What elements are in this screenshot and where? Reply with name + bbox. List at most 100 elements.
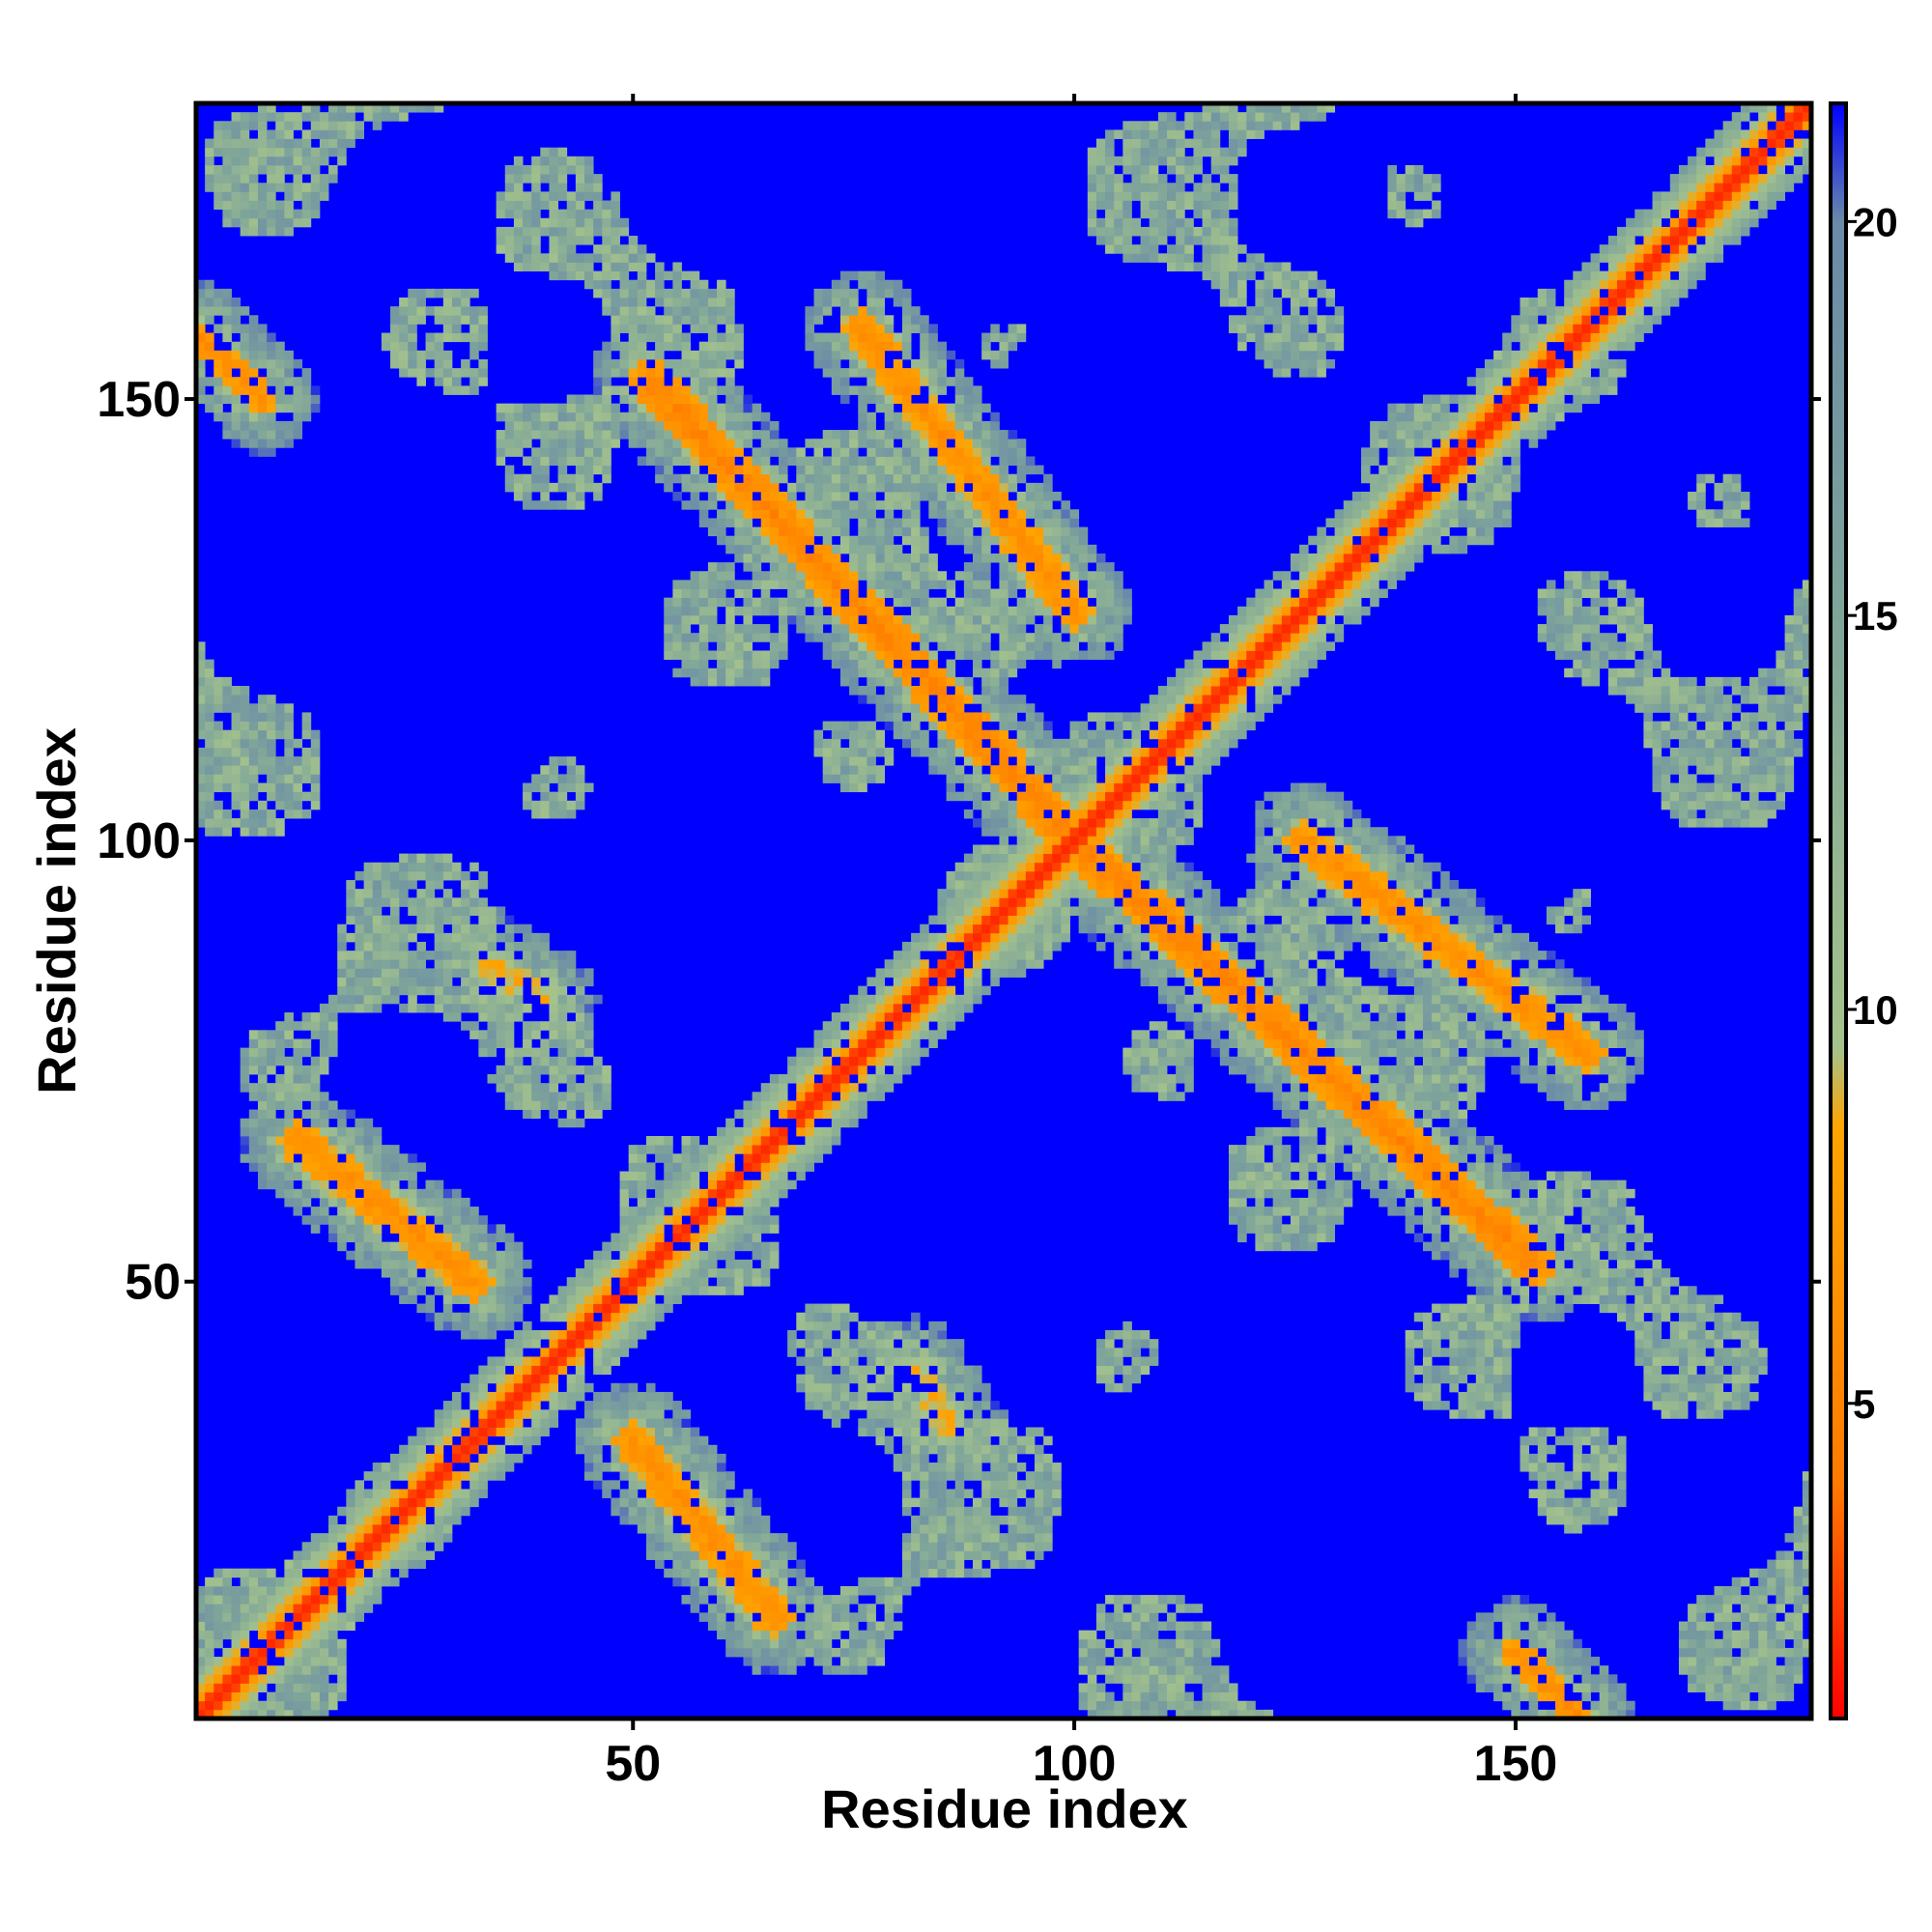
heatmap-cell xyxy=(531,1056,541,1066)
heatmap-cell xyxy=(901,535,912,546)
heatmap-cell xyxy=(222,676,232,687)
heatmap-cell xyxy=(805,439,814,448)
heatmap-cell xyxy=(248,368,259,378)
heatmap-cell xyxy=(867,315,876,325)
heatmap-cell xyxy=(619,1215,630,1225)
heatmap-cell xyxy=(813,1092,824,1101)
heatmap-cell xyxy=(672,385,682,395)
heatmap-cell xyxy=(743,439,753,448)
heatmap-cell xyxy=(442,358,453,369)
heatmap-cell xyxy=(805,1612,814,1622)
heatmap-cell xyxy=(275,800,285,810)
heatmap-cell xyxy=(231,1665,242,1675)
heatmap-cell xyxy=(355,1241,364,1252)
heatmap-cell xyxy=(664,1294,673,1304)
heatmap-cell xyxy=(858,1348,867,1357)
heatmap-cell xyxy=(355,1595,364,1605)
heatmap-cell xyxy=(690,1162,700,1172)
heatmap-cell xyxy=(875,1638,886,1649)
heatmap-cell xyxy=(257,412,268,422)
heatmap-cell xyxy=(513,985,524,996)
heatmap-cell xyxy=(901,1542,912,1551)
heatmap-cell xyxy=(196,668,206,678)
heatmap-cell xyxy=(337,1657,347,1666)
heatmap-cell xyxy=(664,633,673,642)
heatmap-cell xyxy=(734,1542,744,1551)
heatmap-cell xyxy=(760,676,771,687)
heatmap-cell xyxy=(637,1268,647,1278)
heatmap-cell xyxy=(523,1109,532,1120)
heatmap-cell xyxy=(645,1523,656,1534)
heatmap-cell xyxy=(487,1286,497,1295)
heatmap-cell xyxy=(672,633,682,642)
heatmap-cell xyxy=(743,1523,753,1534)
heatmap-cell xyxy=(337,1550,347,1560)
heatmap-cell xyxy=(611,298,620,307)
heatmap-cell xyxy=(257,809,268,819)
heatmap-cell xyxy=(205,738,214,749)
heatmap-cell xyxy=(390,112,400,122)
heatmap-cell xyxy=(434,1471,444,1481)
heatmap-cell xyxy=(760,1083,771,1093)
heatmap-cell xyxy=(839,1056,850,1066)
heatmap-cell xyxy=(487,1329,497,1340)
heatmap-cell xyxy=(822,500,833,510)
heatmap-cell xyxy=(284,1153,294,1163)
heatmap-cell xyxy=(363,1585,374,1596)
heatmap-cell xyxy=(593,358,603,369)
heatmap-cell xyxy=(337,994,347,1005)
heatmap-cell xyxy=(839,747,850,757)
heatmap-cell xyxy=(690,288,700,298)
heatmap-cell xyxy=(752,553,762,563)
heatmap-cell xyxy=(222,1604,232,1613)
heatmap-cell xyxy=(540,774,550,783)
heatmap-cell xyxy=(372,1003,383,1013)
heatmap-cell xyxy=(399,1489,409,1498)
heatmap-cell xyxy=(416,1435,426,1446)
heatmap-cell xyxy=(796,597,806,608)
heatmap-cell xyxy=(849,439,859,448)
heatmap-cell xyxy=(293,1700,303,1711)
heatmap-cell xyxy=(787,1612,797,1622)
heatmap-cell xyxy=(717,1604,726,1613)
heatmap-cell xyxy=(725,1135,735,1146)
heatmap-cell xyxy=(434,985,444,996)
heatmap-cell xyxy=(717,1126,726,1137)
heatmap-cell xyxy=(267,1065,276,1075)
heatmap-cell xyxy=(672,650,682,661)
heatmap-cell xyxy=(531,1391,541,1402)
heatmap-cell xyxy=(267,1621,276,1632)
heatmap-cell xyxy=(408,1506,417,1517)
heatmap-cell xyxy=(743,1277,753,1287)
heatmap-cell xyxy=(390,1215,400,1225)
heatmap-cell xyxy=(664,1542,673,1551)
heatmap-cell xyxy=(275,377,285,386)
heatmap-cell xyxy=(355,870,364,881)
heatmap-cell xyxy=(328,1533,338,1543)
heatmap-cell xyxy=(451,870,462,881)
heatmap-cell xyxy=(628,1321,639,1331)
heatmap-cell xyxy=(355,906,364,916)
heatmap-cell xyxy=(337,932,347,943)
heatmap-cell xyxy=(743,1197,753,1208)
heatmap-cell xyxy=(310,1207,321,1216)
heatmap-cell xyxy=(584,1427,594,1437)
heatmap-cell xyxy=(328,112,338,122)
heatmap-cell xyxy=(655,358,665,369)
heatmap-cell xyxy=(858,1665,867,1675)
heatmap-cell xyxy=(611,1409,620,1419)
heatmap-cell xyxy=(540,941,550,952)
heatmap-cell xyxy=(831,526,841,537)
heatmap-cell xyxy=(901,1577,912,1587)
heatmap-cell xyxy=(725,1638,735,1649)
heatmap-cell xyxy=(769,562,780,572)
heatmap-cell xyxy=(805,306,814,316)
heatmap-cell xyxy=(602,1286,611,1295)
heatmap-cell xyxy=(267,147,276,157)
heatmap-cell xyxy=(442,306,453,316)
heatmap-cell xyxy=(575,1021,585,1031)
heatmap-cell xyxy=(346,1003,355,1013)
heatmap-cell xyxy=(196,1665,206,1675)
heatmap-cell xyxy=(461,959,470,969)
heatmap-cell xyxy=(487,1321,497,1331)
